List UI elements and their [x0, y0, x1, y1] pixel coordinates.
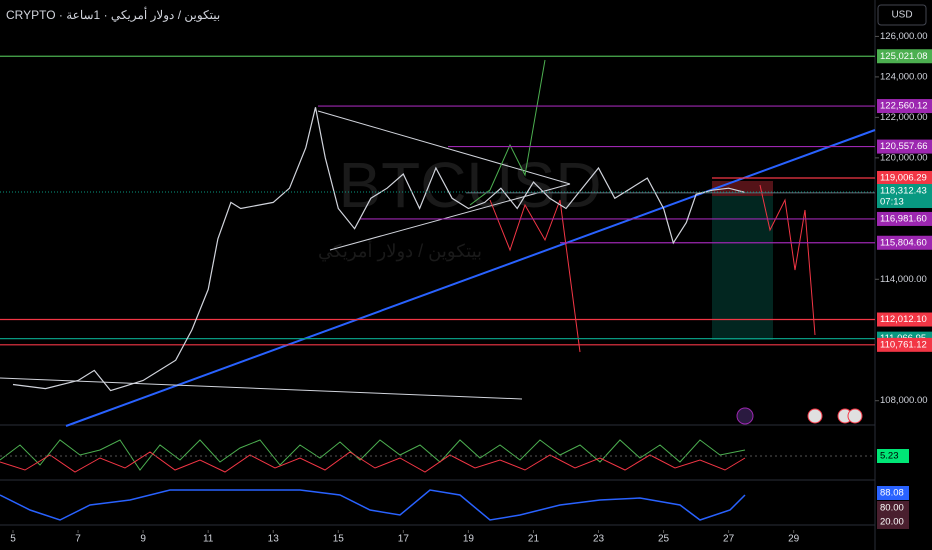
y-tick-label: 114,000.00	[880, 274, 927, 285]
x-tick-label: 17	[398, 534, 410, 545]
price-tag-label: 116,981.60	[880, 213, 927, 224]
price-tag	[877, 235, 932, 250]
indicator-tag	[877, 449, 909, 463]
x-tick-label: 13	[268, 534, 280, 545]
triangle-line	[329, 183, 571, 251]
currency-label: USD	[891, 10, 912, 21]
price-tag	[877, 49, 932, 64]
trendline	[65, 129, 876, 427]
price-tag	[877, 184, 932, 209]
price-tag	[877, 170, 932, 185]
price-tag-label: 112,012.10	[880, 314, 927, 325]
x-tick-label: 11	[203, 534, 214, 545]
indicator-label: 20.00	[880, 517, 904, 528]
symbol-title: CRYPTO · بيتكوين / دولار أمريكي · 1ساعة	[6, 7, 220, 22]
price-tag-label: 125,021.08	[880, 51, 928, 62]
projection-down	[759, 184, 816, 336]
x-tick-label: 7	[75, 534, 81, 545]
oscillator-line	[0, 439, 746, 471]
price-line	[12, 107, 746, 392]
x-tick-label: 5	[10, 534, 16, 545]
y-tick-label: 126,000.00	[880, 31, 928, 42]
price-tag	[877, 312, 932, 327]
projection-down	[489, 199, 581, 353]
price-tag-label: 122,560.12	[880, 101, 928, 112]
price-tag	[877, 99, 932, 114]
indicator-tag	[877, 501, 909, 515]
event-icon[interactable]	[736, 407, 754, 425]
trendline	[0, 377, 523, 400]
indicator-tag	[877, 486, 909, 500]
price-tag-label: 120,557.66	[880, 141, 928, 152]
countdown: 07:13	[880, 197, 904, 208]
x-tick-label: 29	[788, 534, 800, 545]
y-tick-label: 124,000.00	[880, 71, 928, 82]
x-tick-label: 15	[333, 534, 345, 545]
x-tick-label: 25	[658, 534, 670, 545]
triangle-line	[317, 110, 571, 185]
x-tick-label: 19	[463, 534, 475, 545]
event-icon[interactable]	[847, 408, 863, 424]
event-icon[interactable]	[807, 408, 823, 424]
projection-up	[469, 59, 546, 206]
indicator-label: 88.08	[880, 488, 904, 499]
y-tick-label: 120,000.00	[880, 152, 928, 163]
price-tag-label: 118,312.43	[880, 186, 927, 197]
price-tag	[877, 139, 932, 154]
indicator-label: 5.23	[880, 451, 899, 462]
price-tag	[877, 337, 932, 352]
y-tick-label: 122,000.00	[880, 112, 928, 123]
x-tick-label: 9	[140, 534, 146, 545]
x-tick-label: 21	[528, 534, 540, 545]
watermark-ticker: BTCUSD	[338, 149, 601, 221]
price-tag	[877, 211, 932, 226]
indicator-label: 80.00	[880, 503, 904, 514]
rsi-line	[0, 489, 746, 521]
price-tag-label: 119,006.29	[880, 172, 927, 183]
price-tag-label: 115,804.60	[880, 237, 927, 248]
y-tick-label: 108,000.00	[880, 395, 928, 406]
price-tag-label: 110,761.12	[880, 339, 927, 350]
stop-zone	[712, 181, 773, 196]
target-zone	[712, 196, 773, 340]
currency-button[interactable]	[877, 4, 927, 26]
oscillator-line	[0, 451, 746, 473]
x-tick-label: 27	[723, 534, 735, 545]
watermark-name: بيتكوين / دولار أمريكي	[318, 239, 482, 262]
x-tick-label: 23	[593, 534, 605, 545]
indicator-tag	[877, 515, 909, 529]
